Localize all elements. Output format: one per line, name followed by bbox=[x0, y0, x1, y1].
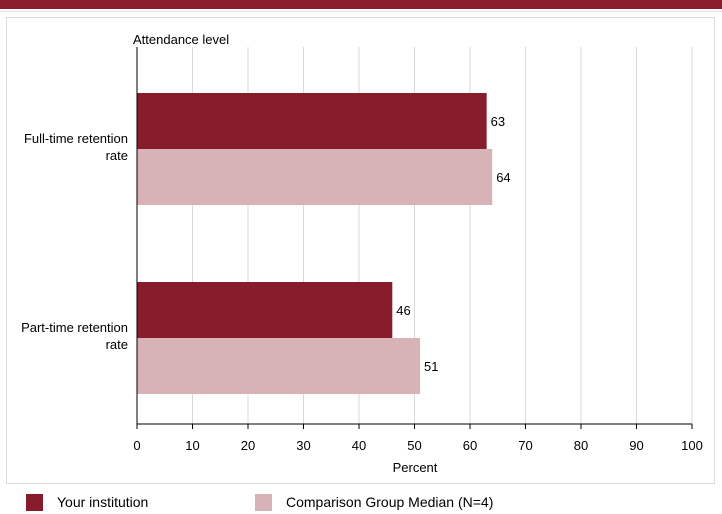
x-tick-label: 40 bbox=[352, 438, 366, 453]
bar-your-institution bbox=[137, 93, 487, 149]
x-tick-label: 70 bbox=[518, 438, 532, 453]
legend: Your institution Comparison Group Median… bbox=[0, 488, 722, 514]
x-tick-label: 30 bbox=[296, 438, 310, 453]
x-axis-label: Percent bbox=[393, 460, 438, 475]
data-label: 51 bbox=[424, 359, 438, 374]
bar-your-institution bbox=[137, 282, 393, 338]
top-accent-bar bbox=[0, 0, 722, 9]
x-tick-label: 100 bbox=[681, 438, 703, 453]
bar-comparison-group bbox=[137, 149, 493, 205]
category-label-line1: Full-time retention bbox=[24, 131, 128, 146]
bars: 63 64 46 51 bbox=[137, 93, 511, 394]
x-tick-label: 50 bbox=[407, 438, 421, 453]
top-divider bbox=[0, 11, 722, 12]
x-tick-label: 90 bbox=[629, 438, 643, 453]
category-label-line2: rate bbox=[106, 148, 128, 163]
legend-swatch-your-institution bbox=[26, 493, 43, 511]
legend-label-your-institution: Your institution bbox=[57, 494, 149, 510]
category-label-line2: rate bbox=[106, 337, 128, 352]
x-tick-label: 10 bbox=[185, 438, 199, 453]
bar-chart: 63 64 46 51 0 10 20 30 40 50 60 70 80 90 100 Full-time… bbox=[21, 32, 703, 475]
legend-label-comparison-group: Comparison Group Median (N=4) bbox=[286, 494, 494, 510]
x-tick-label: 60 bbox=[463, 438, 477, 453]
x-tick-label: 80 bbox=[574, 438, 588, 453]
legend-item-your-institution: Your institution bbox=[26, 493, 149, 511]
chart-title: Attendance level bbox=[133, 32, 229, 47]
bar-comparison-group bbox=[137, 338, 421, 394]
legend-swatch-comparison-group bbox=[255, 493, 272, 511]
category-label-line1: Part-time retention bbox=[21, 320, 128, 335]
data-label: 64 bbox=[496, 170, 510, 185]
data-label: 63 bbox=[491, 114, 505, 129]
data-label: 46 bbox=[396, 303, 410, 318]
legend-item-comparison-group: Comparison Group Median (N=4) bbox=[255, 493, 494, 511]
x-tick-label: 0 bbox=[133, 438, 140, 453]
axes: 0 10 20 30 40 50 60 70 80 90 100 Full-time retentio… bbox=[21, 47, 703, 453]
x-tick-label: 20 bbox=[241, 438, 255, 453]
